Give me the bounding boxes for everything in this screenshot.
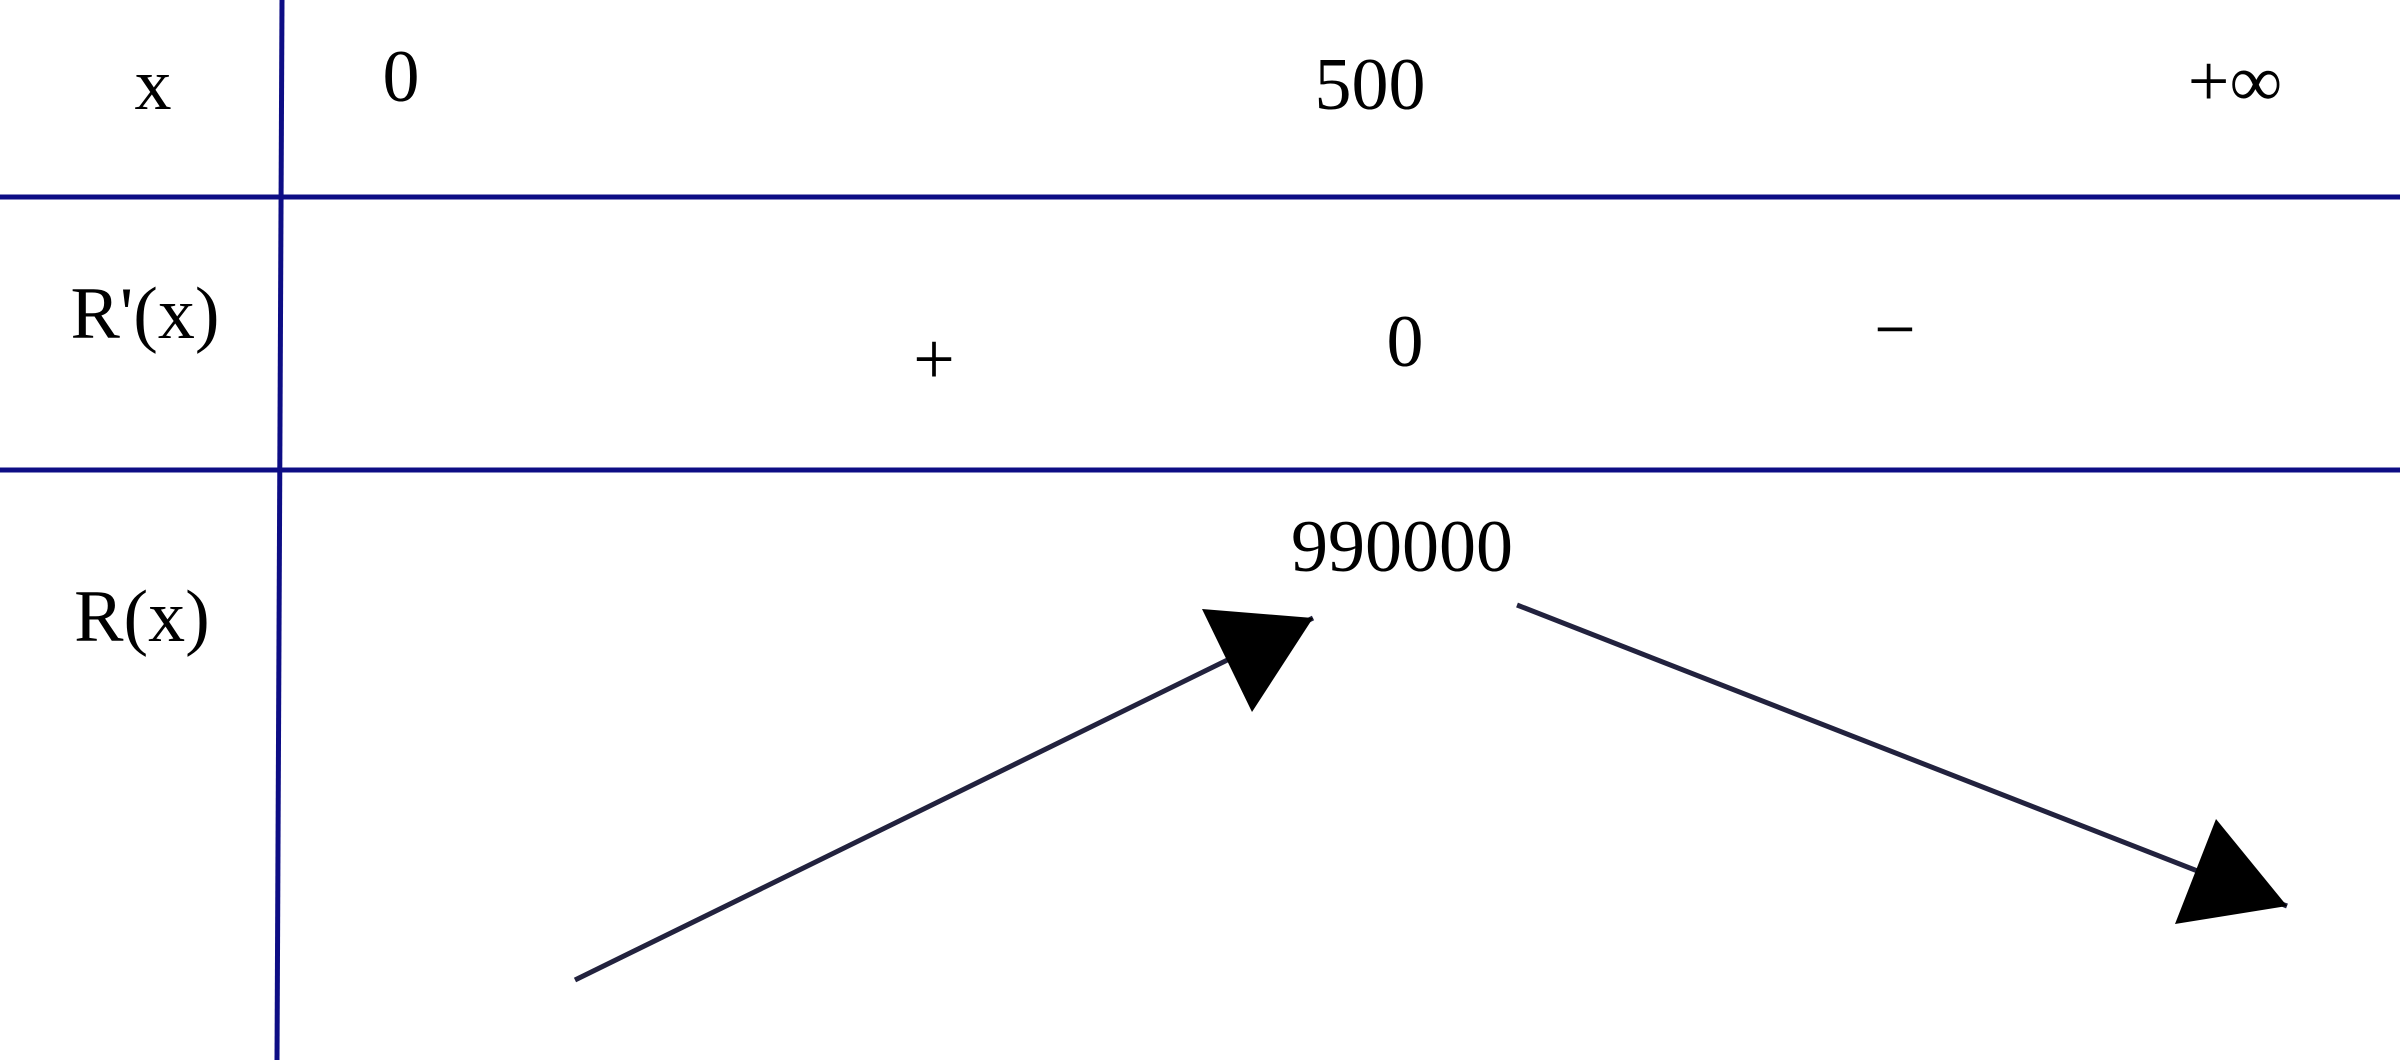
sign: +	[913, 319, 955, 401]
arrow-head	[1202, 609, 1313, 712]
x-value: +∞	[2188, 41, 2283, 123]
row-label: x	[135, 44, 172, 126]
decreasing-arrow	[1516, 602, 2288, 909]
arrow-head	[2175, 819, 2287, 924]
sign: 0	[1387, 301, 1424, 383]
sign: −	[1874, 289, 1916, 371]
maximum-value: 990000	[1291, 506, 1513, 588]
row-label: R'(x)	[71, 273, 220, 355]
x-value: 500	[1315, 44, 1426, 126]
x-value: 0	[383, 36, 420, 118]
row-label: R(x)	[74, 576, 210, 658]
increasing-arrow	[573, 615, 1315, 983]
column-divider	[274, 0, 285, 1060]
